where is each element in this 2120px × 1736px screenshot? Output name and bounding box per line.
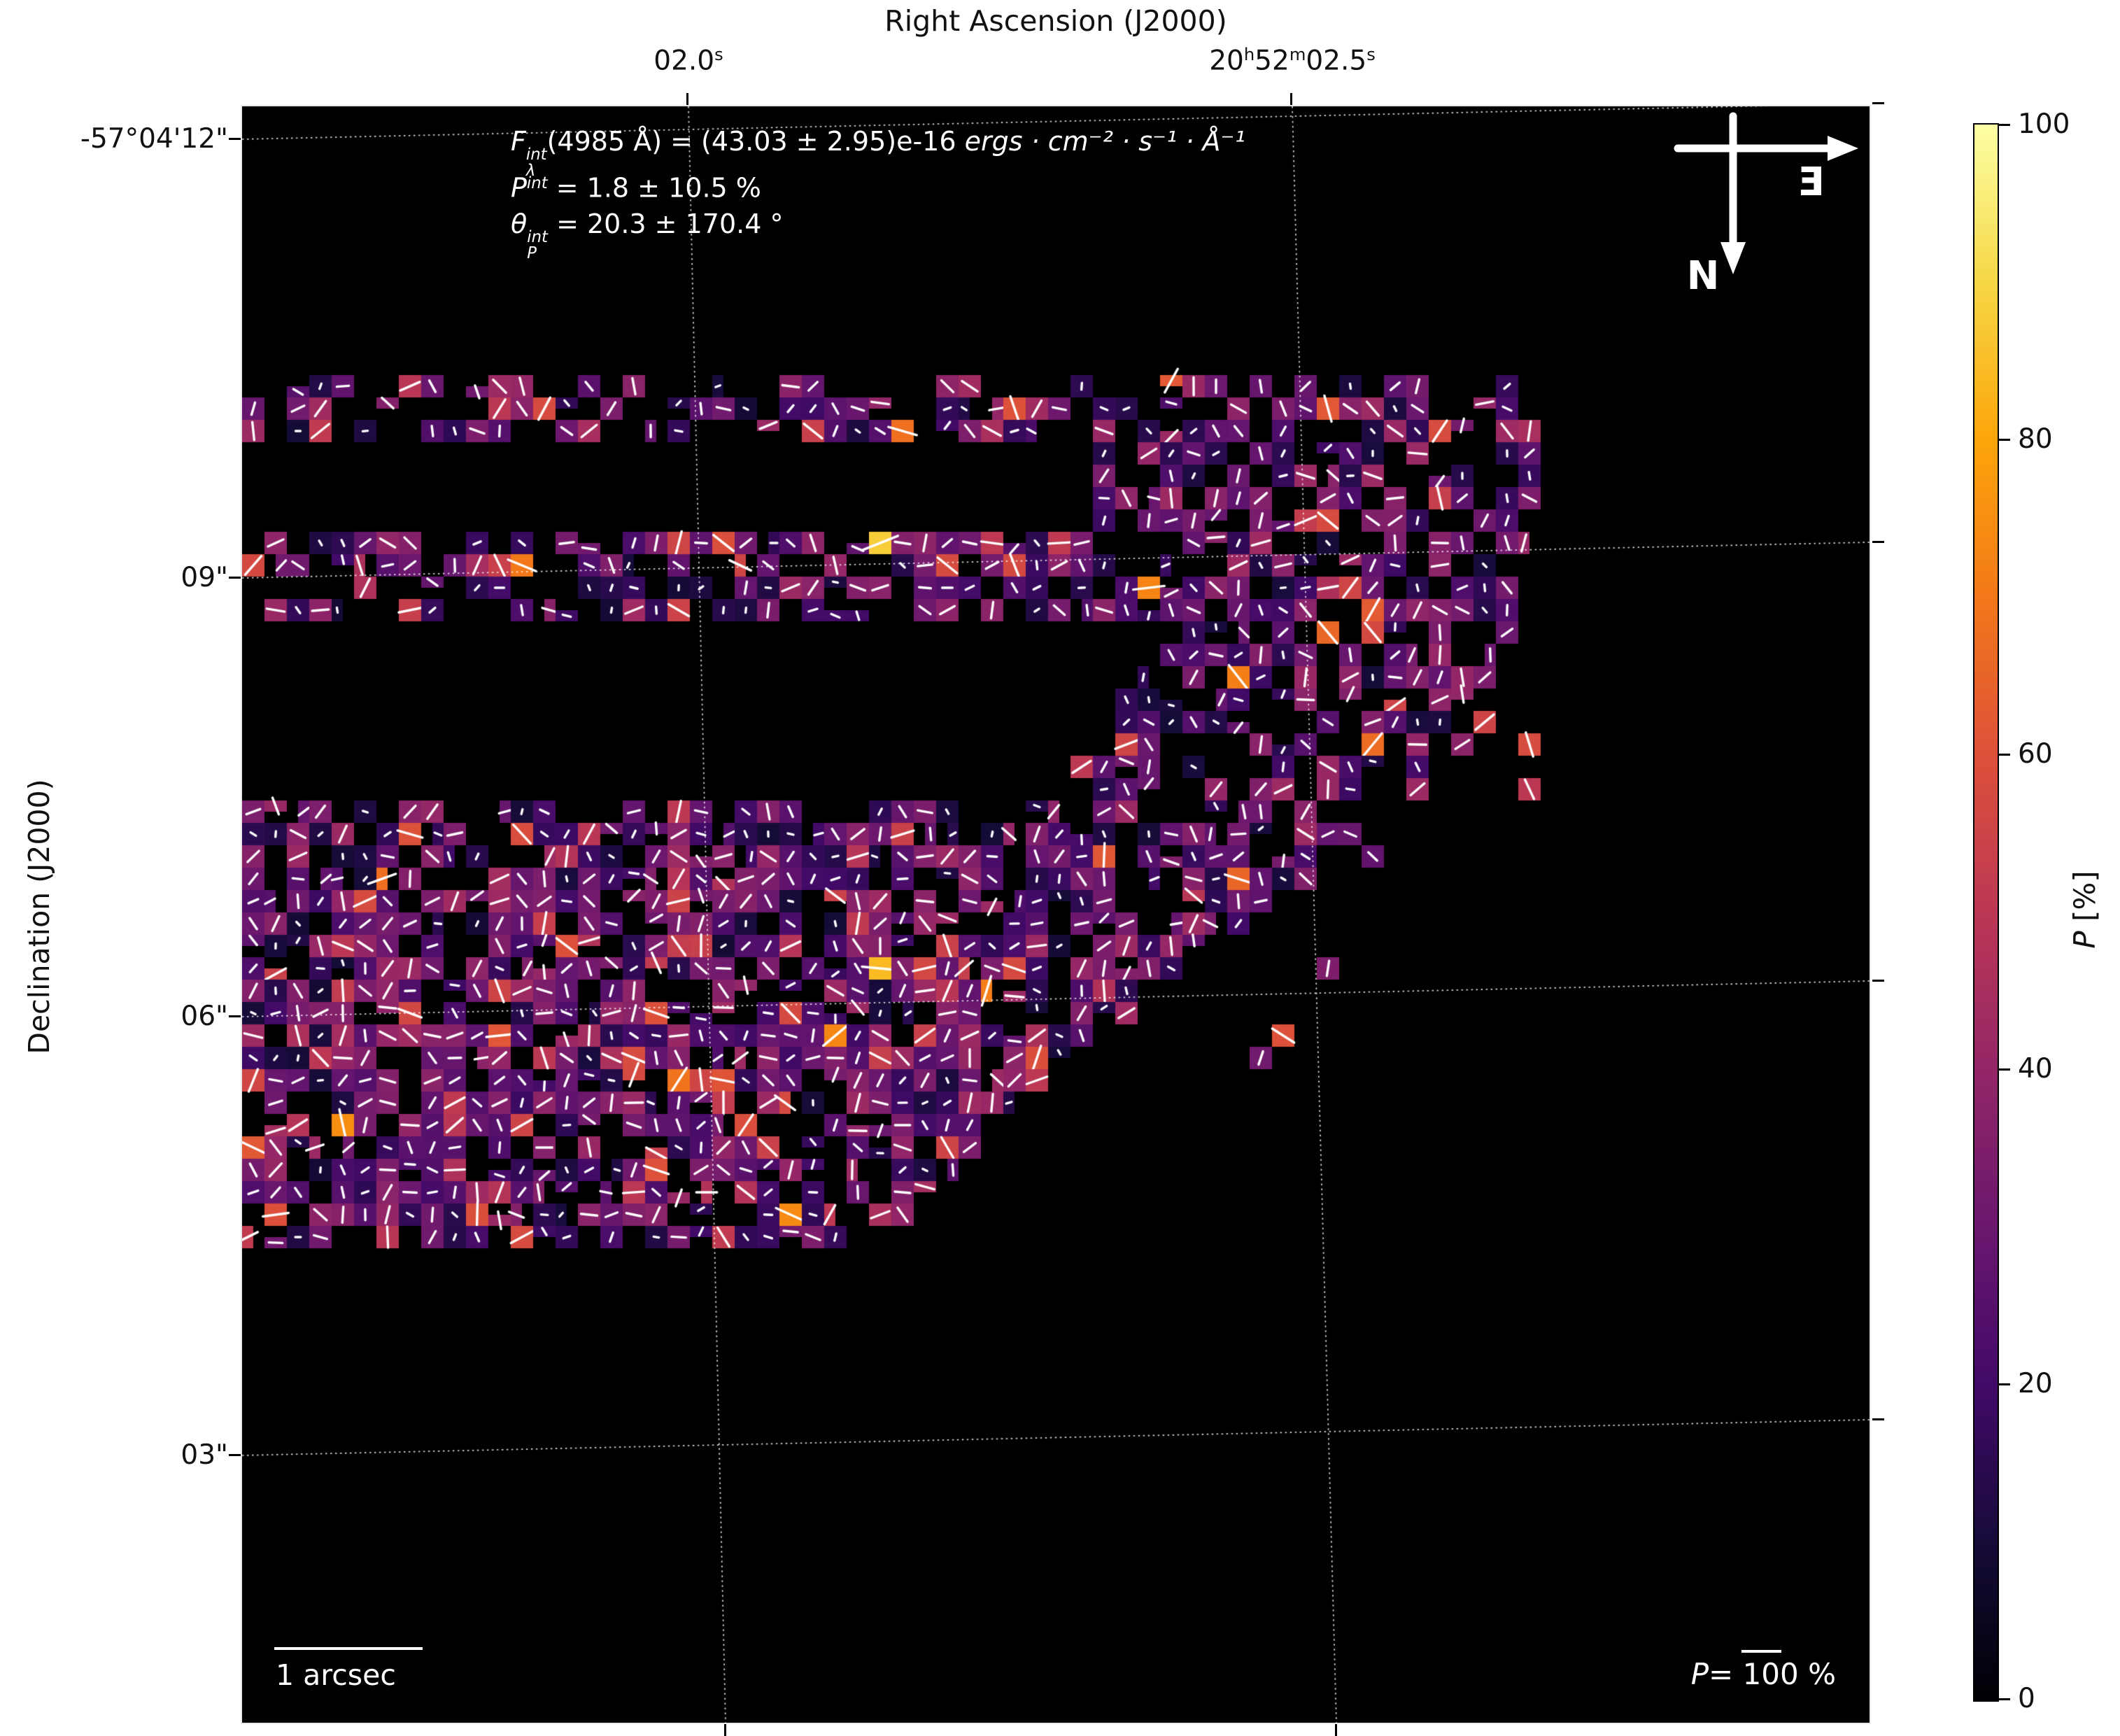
pol-sup: int xyxy=(526,174,548,192)
colorbar-tick-0 xyxy=(1999,1698,2010,1700)
y-tick-label-12: -57°04'12" xyxy=(80,123,228,155)
colorbar-tick-60 xyxy=(1999,754,2010,756)
y-tick-label-03: 03" xyxy=(181,1439,228,1471)
angle-symbol: θ xyxy=(511,209,528,239)
colorbar-tick-100 xyxy=(1999,124,2010,126)
compass: N E xyxy=(1644,98,1882,322)
colorbar-label-100: 100 xyxy=(2018,108,2070,140)
colorbar-label-80: 80 xyxy=(2018,423,2053,455)
y-tick-label-06: 06" xyxy=(181,1001,228,1032)
ra2-v3: 02.5 xyxy=(1306,45,1367,77)
colorbar-label-0: 0 xyxy=(2018,1683,2035,1714)
pref-eq: = xyxy=(1709,1657,1743,1691)
compass-east-label: E xyxy=(1797,160,1825,205)
flux-units: ergs · cm⁻² · s⁻¹ · Å⁻¹ xyxy=(964,126,1245,157)
colorbar-tick-20 xyxy=(1999,1383,2010,1385)
colorbar-tick-80 xyxy=(1999,439,2010,441)
pol-symbol: P xyxy=(511,172,527,204)
angle-value: = 20.3 ± 170.4 ° xyxy=(547,209,784,239)
colorbar-gradient xyxy=(1974,125,1998,1700)
flux-symbol: F xyxy=(511,126,526,157)
compass-north-label: N xyxy=(1686,253,1720,299)
ra2-s2: m xyxy=(1289,45,1306,64)
tick-mark-bottom-1 xyxy=(724,1724,726,1736)
tick-mark-top-1 xyxy=(686,93,688,105)
ra1-value: 02.0 xyxy=(653,45,715,77)
colorbar-title-symbol: P xyxy=(2068,931,2102,949)
tick-mark-left-3 xyxy=(229,1015,241,1017)
ra2-v1: 20 xyxy=(1209,45,1244,77)
tick-mark-top-2 xyxy=(1290,93,1292,105)
x-axis-title: Right Ascension (J2000) xyxy=(884,4,1227,38)
colorbar-label-20: 20 xyxy=(2018,1368,2053,1399)
colorbar-label-40: 40 xyxy=(2018,1053,2053,1085)
compass-arrows-icon xyxy=(1674,112,1858,274)
tick-mark-bottom-2 xyxy=(1335,1724,1337,1736)
tick-mark-right-1 xyxy=(1872,102,1884,104)
angle-sub: P xyxy=(527,244,537,263)
pref-symbol: P xyxy=(1690,1657,1709,1691)
colorbar-title-unit: [%] xyxy=(2068,870,2102,931)
annotation-polarization: Pint = 1.8 ± 10.5 % xyxy=(511,165,761,206)
vector-scale-reference: P= 100 % xyxy=(1556,1650,1836,1691)
x-tick-label-ra1: 02.0s xyxy=(549,45,828,76)
ra2-s1: h xyxy=(1243,45,1255,64)
tick-mark-right-4 xyxy=(1872,1418,1884,1420)
ra2-v2: 52 xyxy=(1255,45,1289,77)
flux-value: (4985 Å) = (43.03 ± 2.95)e-16 xyxy=(546,126,965,157)
ra2-s3: s xyxy=(1366,45,1376,64)
polarization-map-canvas xyxy=(242,106,1870,1723)
pref-overlined: 10 xyxy=(1741,1650,1782,1691)
tick-mark-right-2 xyxy=(1872,541,1884,543)
tick-mark-left-4 xyxy=(229,1454,241,1456)
flux-sup: int xyxy=(525,145,547,164)
tick-mark-left-1 xyxy=(229,138,241,140)
colorbar-label-60: 60 xyxy=(2018,738,2053,770)
pol-value: = 1.8 ± 10.5 % xyxy=(547,172,761,204)
colorbar-tick-40 xyxy=(1999,1068,2010,1071)
scale-bar-label: 1 arcsec xyxy=(276,1658,396,1692)
colorbar xyxy=(1973,123,1999,1702)
pref-rest: 0 % xyxy=(1780,1657,1836,1691)
annotation-angle: θ int P = 20.3 ± 170.4 ° xyxy=(511,206,783,262)
flux-sub: λ xyxy=(525,162,536,181)
y-tick-label-09: 09" xyxy=(181,562,228,593)
scale-bar-line xyxy=(274,1647,423,1650)
ra1-sup: s xyxy=(714,45,723,64)
tick-mark-right-3 xyxy=(1872,980,1884,982)
y-axis-title: Declination (J2000) xyxy=(22,779,56,1054)
angle-sup: int xyxy=(527,227,548,246)
tick-mark-left-2 xyxy=(229,577,241,579)
colorbar-title: P [%] xyxy=(2064,770,2106,1050)
x-tick-label-ra2: 20h52m02.5s xyxy=(1152,45,1432,76)
